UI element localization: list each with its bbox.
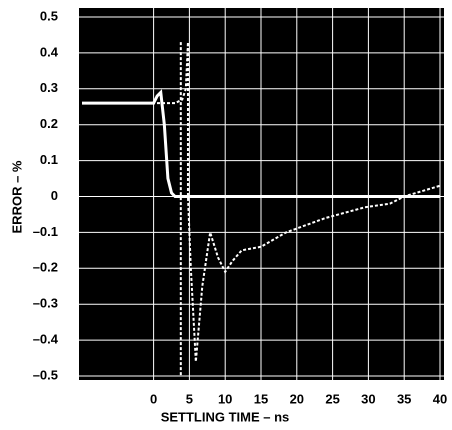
x-tick-label: 0 [150,391,157,406]
plot-frame [77,6,446,382]
data-line [82,89,440,198]
y-tick-label: 0.3 [40,80,58,95]
y-tick-label: –0.1 [33,224,58,239]
y-tick-label: –0.4 [33,332,59,347]
y-tick-label: 0.4 [40,44,59,59]
y-tick-label: –0.5 [33,367,58,382]
x-tick-label: 30 [361,391,375,406]
y-tick-label: 0.1 [40,152,58,167]
x-tick-label: 40 [433,391,447,406]
y-tick-label: –0.3 [33,296,58,311]
y-tick-label: –0.2 [33,260,58,275]
x-tick-label: 15 [254,391,268,406]
x-tick-label: 35 [397,391,411,406]
data-line [82,42,441,362]
x-tick-label: 5 [186,391,193,406]
x-tick-label: 10 [218,391,232,406]
y-tick-label: 0 [51,188,58,203]
x-axis-label: SETTLING TIME – ns [161,409,290,424]
y-tick-label: 0.2 [40,116,58,131]
x-tick-label: 25 [325,391,339,406]
x-tick-label: 20 [290,391,304,406]
y-tick-label: 0.5 [40,8,58,23]
y-axis-label: ERROR – % [9,160,24,233]
